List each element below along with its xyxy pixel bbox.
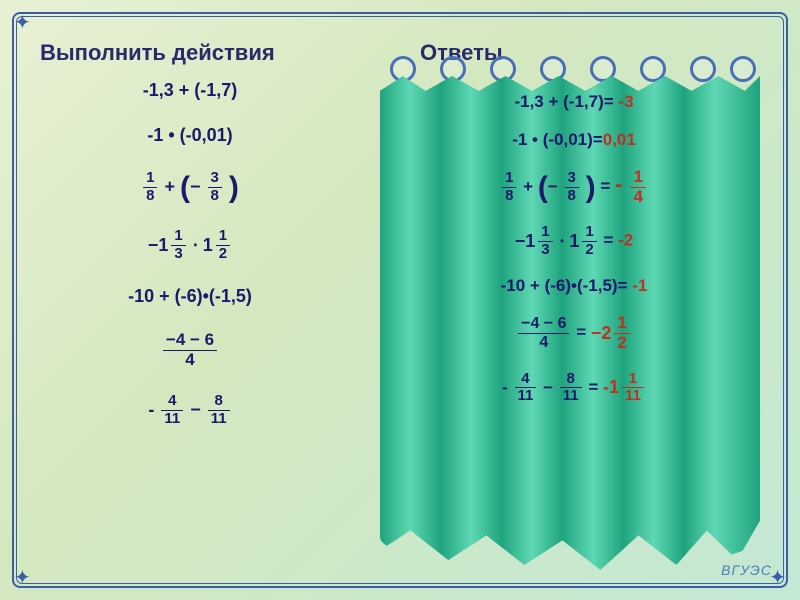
heading-problems: Выполнить действия [40,40,275,66]
corner-decoration: ✦ [14,565,31,590]
problem-1: -1,3 + (-1,7) [50,80,330,101]
answers-curtain: -1,3 + (-1,7)= -3 -1 • (-0,01)=0,01 18 +… [370,50,770,570]
answer-6: −4 − 64 = −212 [398,314,750,352]
problem-2: -1 • (-0,01) [50,125,330,146]
curtain-ring [690,56,716,82]
logo-text: ВГУЭС [721,562,772,578]
answer-7: - 411 − 811 = -1111 [398,371,750,405]
curtain-ring [730,56,756,82]
problem-6: −4 − 64 [50,331,330,369]
problem-4: −113 ∙ 112 [50,228,330,262]
problem-5: -10 + (-6)•(-1,5) [50,286,330,307]
answer-2: -1 • (-0,01)=0,01 [398,130,750,150]
answer-4: −113 ∙ 112 = -2 [398,224,750,258]
corner-decoration: ✦ [14,10,31,35]
problem-3: 18 + (− 38 ) [50,170,330,204]
answer-3: 18 + (− 38 ) = - 14 [398,168,750,206]
answer-1: -1,3 + (-1,7)= -3 [398,92,750,112]
answers-column: -1,3 + (-1,7)= -3 -1 • (-0,01)=0,01 18 +… [398,92,750,423]
problems-column: -1,3 + (-1,7) -1 • (-0,01) 18 + (− 38 ) … [50,80,330,451]
answer-5: -10 + (-6)•(-1,5)= -1 [398,276,750,296]
problem-7: - 411 − 811 [50,393,330,427]
